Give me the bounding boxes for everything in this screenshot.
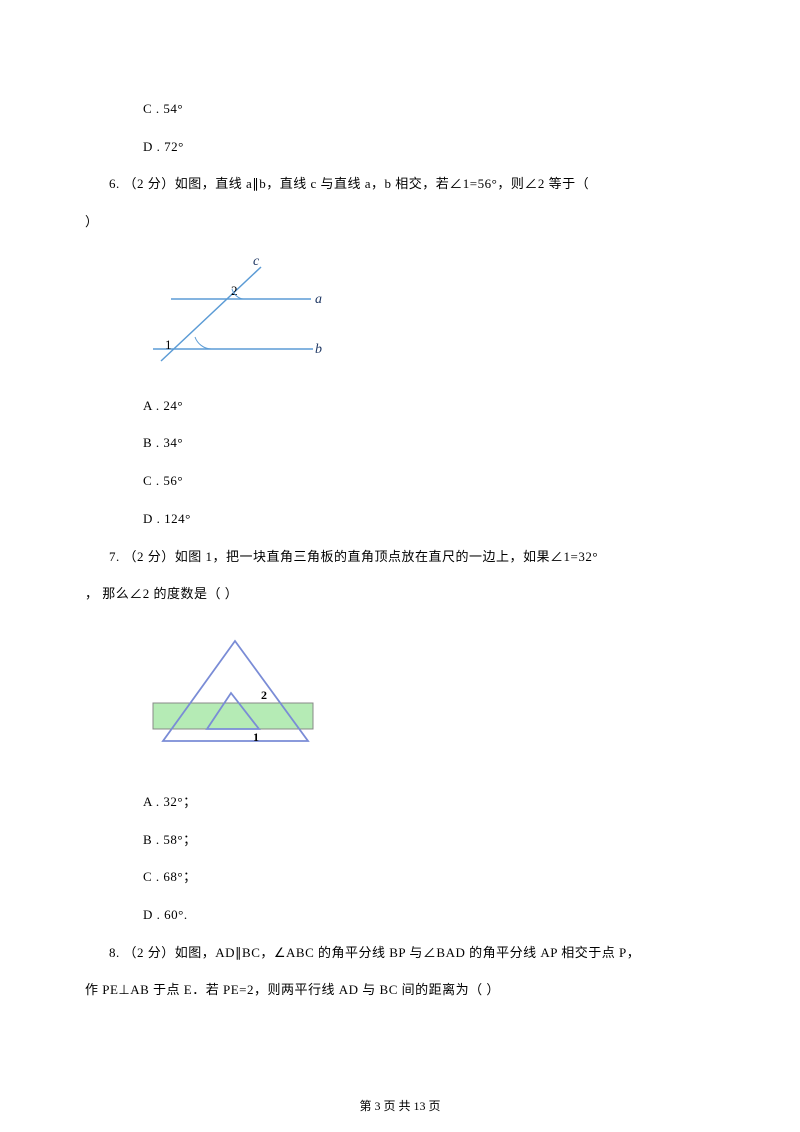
q8-text-a: 8. （2 分）如图，AD∥BC，∠ABC 的角平分线 BP 与∠BAD 的角平…: [85, 934, 715, 972]
q7-text-a: 7. （2 分）如图 1，把一块直角三角板的直角顶点放在直尺的一边上，如果∠1=…: [85, 538, 715, 576]
q6-opt-d: D . 124°: [85, 500, 715, 538]
option-d: D . 72°: [85, 128, 715, 166]
q7-figure: 2 1: [143, 633, 715, 763]
q6-text-a: 6. （2 分）如图，直线 a∥b，直线 c 与直线 a，b 相交，若∠1=56…: [85, 165, 715, 203]
q7-opt-b: B . 58°；: [85, 821, 715, 859]
q7-opt-d: D . 60°.: [85, 896, 715, 934]
q6-text-b: ）: [85, 203, 715, 241]
q7-opt-a: A . 32°；: [85, 783, 715, 821]
q7-opt-c: C . 68°；: [85, 858, 715, 896]
q6-opt-a: A . 24°: [85, 387, 715, 425]
svg-text:1: 1: [253, 730, 259, 744]
svg-text:1: 1: [165, 337, 172, 352]
svg-text:b: b: [315, 342, 322, 357]
q8-text-b: 作 PE⊥AB 于点 E．若 PE=2，则两平行线 AD 与 BC 间的距离为（…: [85, 971, 715, 1009]
svg-text:c: c: [253, 254, 260, 269]
q6-opt-c: C . 56°: [85, 462, 715, 500]
svg-text:a: a: [315, 292, 322, 307]
option-c: C . 54°: [85, 90, 715, 128]
page-footer: 第 3 页 共 13 页: [0, 1097, 800, 1114]
q7-text-b: ， 那么∠2 的度数是（ ）: [85, 575, 715, 613]
q6-figure: c a b 2 1: [143, 249, 715, 379]
svg-text:2: 2: [261, 688, 267, 702]
q6-opt-b: B . 34°: [85, 424, 715, 462]
